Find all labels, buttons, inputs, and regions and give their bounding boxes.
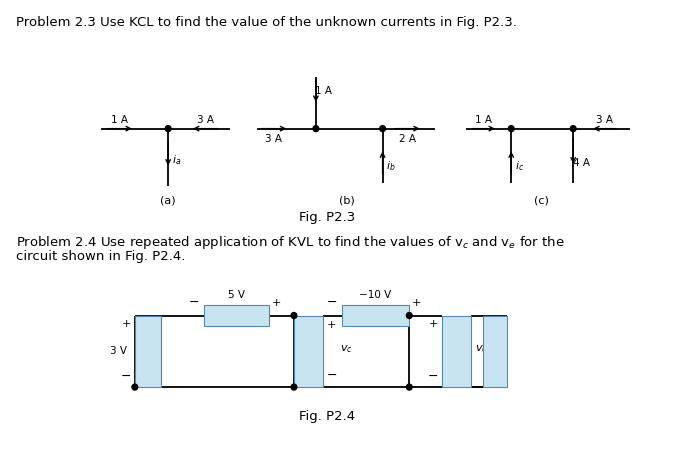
Text: E: E (453, 343, 460, 353)
Text: Fig. P2.3: Fig. P2.3 (299, 211, 356, 224)
Text: A: A (145, 346, 152, 356)
Text: D: D (371, 310, 379, 320)
Text: circuit shown in Fig. P2.4.: circuit shown in Fig. P2.4. (16, 250, 185, 263)
Text: 1 A: 1 A (111, 115, 128, 125)
Text: +: + (412, 298, 421, 308)
Bar (442, 316, 471, 387)
Text: −: − (427, 370, 438, 383)
Circle shape (313, 126, 319, 132)
Text: (c): (c) (534, 195, 549, 205)
Text: +: + (122, 319, 131, 330)
Circle shape (406, 312, 412, 318)
Text: +: + (272, 298, 282, 308)
Text: 5 V: 5 V (228, 290, 245, 300)
Circle shape (406, 384, 412, 390)
Text: Problem 2.4 Use repeated application of KVL to find the values of v$_c$ and v$_e: Problem 2.4 Use repeated application of … (16, 234, 564, 251)
Text: Problem 2.3 Use KCL to find the value of the unknown currents in Fig. P2.3.: Problem 2.3 Use KCL to find the value of… (16, 16, 516, 29)
Text: 4 A: 4 A (573, 159, 590, 168)
Text: $i_c$: $i_c$ (515, 159, 525, 174)
Text: $v_e$: $v_e$ (475, 343, 488, 355)
Text: B: B (145, 346, 152, 356)
Text: B: B (233, 310, 240, 320)
Circle shape (571, 126, 576, 132)
Text: −10 V: −10 V (360, 290, 392, 300)
Text: F: F (492, 346, 498, 356)
Text: 3 A: 3 A (596, 115, 613, 125)
Text: $i_a$: $i_a$ (172, 153, 182, 167)
Text: +: + (429, 319, 438, 330)
Circle shape (291, 312, 297, 318)
Text: 3 V: 3 V (110, 346, 127, 356)
Bar (204, 304, 269, 326)
Text: $v_c$: $v_c$ (340, 343, 353, 355)
Text: +: + (326, 320, 336, 331)
Text: (b): (b) (340, 195, 356, 205)
Text: −: − (326, 296, 337, 309)
Bar (483, 316, 508, 387)
Circle shape (132, 384, 138, 390)
Circle shape (291, 384, 297, 390)
Bar (342, 304, 409, 326)
Text: 2 A: 2 A (399, 134, 416, 144)
Circle shape (379, 126, 386, 132)
Text: 3 A: 3 A (197, 115, 214, 125)
Text: −: − (189, 296, 199, 309)
Circle shape (165, 126, 171, 132)
Text: C: C (304, 343, 312, 353)
Text: (a): (a) (160, 195, 176, 205)
Bar (294, 316, 323, 387)
Text: 1 A: 1 A (475, 115, 492, 125)
Text: −: − (121, 370, 131, 383)
Text: 3 A: 3 A (266, 134, 282, 144)
Text: $i_b$: $i_b$ (386, 159, 396, 174)
Circle shape (508, 126, 514, 132)
Text: −: − (326, 369, 337, 382)
Bar (135, 316, 162, 387)
Text: 1 A: 1 A (315, 86, 332, 96)
Text: Fig. P2.4: Fig. P2.4 (299, 410, 356, 424)
